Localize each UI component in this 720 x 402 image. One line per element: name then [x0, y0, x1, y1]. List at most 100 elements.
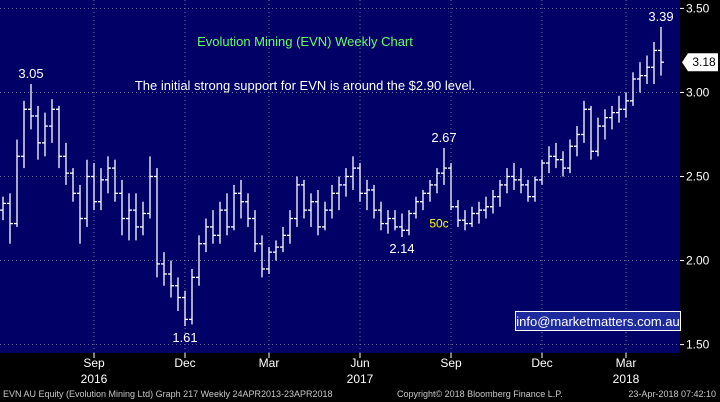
ohlc-bar — [245, 193, 251, 227]
ohlc-bar — [539, 159, 545, 185]
ohlc-bar — [420, 189, 426, 211]
ohlc-bar — [630, 72, 636, 106]
ohlc-bar — [259, 235, 265, 278]
ohlc-bar — [77, 184, 83, 244]
ohlc-bar — [203, 218, 209, 253]
ohlc-bar — [238, 179, 244, 219]
price-label: 3.05 — [18, 66, 43, 81]
ohlc-bar — [644, 55, 650, 85]
ohlc-bar — [406, 210, 412, 236]
ohlc-bar — [182, 290, 188, 327]
ohlc-bar — [168, 260, 174, 298]
ohlc-bar — [294, 176, 300, 227]
ohlc-bar — [553, 142, 559, 169]
ohlc-bar — [112, 159, 118, 202]
ohlc-bar — [343, 168, 349, 197]
ohlc-bar — [196, 235, 202, 286]
ohlc-bar — [140, 201, 146, 236]
ohlc-bar — [175, 277, 181, 311]
last-price-box — [682, 53, 718, 72]
price-label: 1.61 — [172, 330, 197, 345]
ohlc-bar — [476, 201, 482, 224]
ohlc-bar — [147, 156, 153, 219]
ohlc-bar — [497, 179, 503, 207]
ohlc-bar — [364, 179, 370, 211]
ohlc-bar — [42, 112, 48, 157]
ohlc-bar — [399, 213, 405, 238]
x-tick-label: Dec — [531, 356, 552, 370]
ohlc-bar — [161, 252, 167, 286]
support-annotation: The initial strong support for EVN is ar… — [135, 78, 475, 93]
ohlc-bar — [357, 163, 363, 202]
ohlc-bar — [126, 193, 132, 241]
ohlc-bar — [133, 193, 139, 241]
ohlc-bar — [462, 210, 468, 231]
ohlc-bar — [560, 151, 566, 177]
y-tick-label: 1.50 — [686, 338, 710, 352]
ohlc-bar — [189, 268, 195, 325]
ohlc-bar — [301, 179, 307, 219]
ohlc-bar — [623, 92, 629, 118]
ohlc-bar — [588, 105, 594, 160]
ohlc-bar — [651, 42, 657, 85]
y-tick-label: 2.00 — [686, 254, 710, 268]
ohlc-bar — [210, 210, 216, 244]
ohlc-bar — [658, 26, 664, 76]
ohlc-bar — [525, 179, 531, 202]
price-label: 2.14 — [389, 241, 414, 256]
ohlc-bar — [371, 184, 377, 219]
y-axis-ticks: 1.50 2.00 2.50 3.00 3.50 — [680, 1, 710, 352]
ohlc-bar — [483, 196, 489, 219]
ohlc-bar — [504, 168, 510, 194]
ohlc-bar — [413, 196, 419, 219]
ohlc-bar — [455, 200, 461, 227]
x-axis-ticks: Sep 2016 Dec Mar Jun 2017 Sep Dec Mar 2018 — [81, 353, 640, 386]
ohlc-bar — [378, 201, 384, 231]
ohlc-bar — [637, 62, 643, 93]
ohlc-bar — [336, 176, 342, 211]
y-tick-label: 2.50 — [686, 170, 710, 184]
x-tick-label: Mar — [616, 356, 637, 370]
footer-security: EVN AU Equity (Evolution Mining Ltd) Gra… — [3, 389, 333, 399]
ohlc-bar — [91, 163, 97, 211]
ohlc-bar — [350, 156, 356, 190]
ohlc-bar — [14, 139, 20, 227]
ohlc-bar — [546, 146, 552, 174]
x-tick-label: Sep — [440, 356, 462, 370]
last-price-label: 3.18 — [692, 55, 716, 69]
ohlc-bar — [7, 193, 13, 244]
ohlc-bar — [434, 168, 440, 194]
ohlc-series — [0, 26, 664, 327]
ohlc-bar — [427, 179, 433, 202]
ohlc-bar — [448, 163, 454, 211]
ohlc-bar — [0, 196, 6, 221]
ohlc-bar — [273, 240, 279, 261]
ohlc-bar — [392, 210, 398, 231]
ohlc-bar — [574, 126, 580, 157]
ohlc-bar — [329, 184, 335, 219]
ohlc-bar — [252, 210, 258, 253]
ohlc-bar — [224, 193, 230, 236]
x-year-label: 2018 — [613, 372, 640, 386]
footer-bar: EVN AU Equity (Evolution Mining Ltd) Gra… — [0, 386, 720, 402]
ohlc-bar — [154, 168, 160, 278]
ohlc-bar — [581, 100, 587, 143]
ohlc-bar — [315, 189, 321, 236]
ohlc-bar — [609, 105, 615, 130]
x-tick-label: Mar — [259, 356, 280, 370]
ohlc-bar — [63, 142, 69, 185]
ohlc-bar — [98, 168, 104, 211]
y-tick-label: 3.50 — [686, 1, 710, 15]
ohlc-bar — [490, 189, 496, 214]
contact-badge[interactable]: info@marketmatters.com.au — [515, 311, 681, 331]
ohlc-bar — [217, 201, 223, 244]
ohlc-bar — [70, 168, 76, 202]
price-label: 2.67 — [431, 130, 456, 145]
ohlc-bar — [595, 117, 601, 157]
ohlc-bar — [84, 159, 90, 227]
ohlc-bar — [280, 226, 286, 253]
ohlc-bar — [231, 184, 237, 231]
ohlc-bar — [119, 179, 125, 236]
ohlc-bar — [441, 147, 447, 185]
